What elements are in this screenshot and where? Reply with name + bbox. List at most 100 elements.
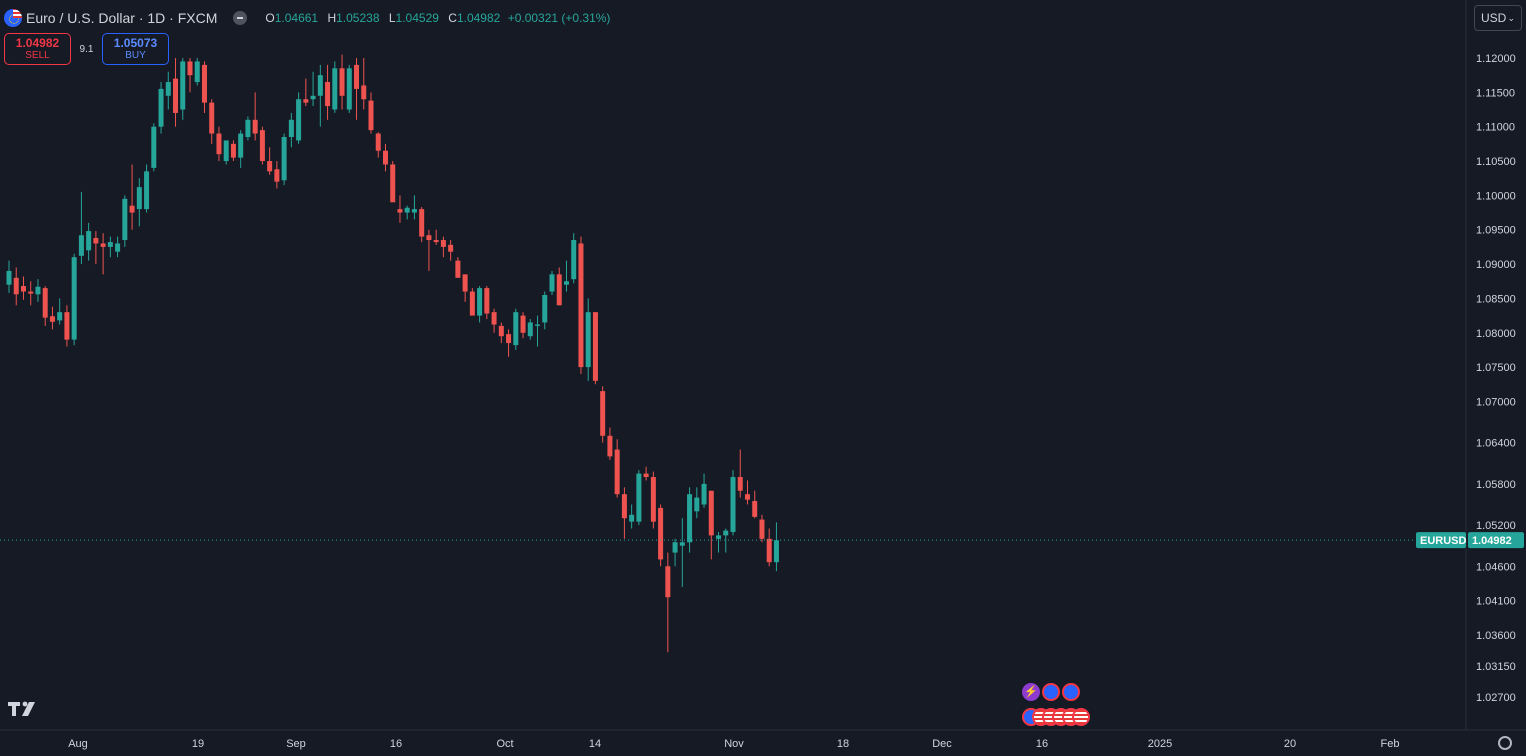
candle — [773, 522, 779, 572]
candle — [122, 195, 128, 247]
candle-body — [527, 322, 533, 337]
candle-body — [6, 270, 12, 285]
candle-body — [368, 100, 374, 131]
price-tag-value: 1.04982 — [1472, 535, 1512, 547]
candle-body — [28, 291, 34, 294]
candle-body — [658, 507, 664, 560]
candle — [100, 233, 106, 275]
price-tick-label: 1.07000 — [1476, 396, 1516, 408]
price-tag-symbol: EURUSD — [1420, 535, 1467, 547]
eu-event-icon[interactable] — [1042, 683, 1060, 701]
candle — [288, 112, 294, 148]
candle-body — [708, 490, 714, 536]
candle — [49, 306, 55, 330]
candle — [382, 143, 388, 172]
candle — [752, 490, 758, 519]
candle-body — [549, 274, 555, 292]
candle — [636, 470, 642, 526]
candle-body — [506, 334, 512, 344]
candle — [252, 92, 258, 141]
close-label: C — [448, 11, 457, 25]
candle-body — [766, 538, 772, 563]
candle — [694, 487, 700, 519]
candle-body — [187, 61, 193, 76]
candle — [339, 54, 345, 110]
price-tick-label: 1.03600 — [1476, 630, 1516, 642]
candle — [498, 322, 504, 344]
candle-body — [701, 483, 707, 505]
candle — [535, 315, 541, 347]
time-tick-label: 2025 — [1148, 738, 1172, 750]
candle-body — [20, 286, 26, 292]
candle-body — [730, 477, 736, 532]
ohlc-values: O1.04661 H1.05238 L1.04529 C1.04982 +0.0… — [265, 11, 610, 25]
candle-body — [607, 435, 613, 457]
low-label: L — [388, 11, 396, 25]
candle — [42, 286, 48, 326]
candle — [194, 58, 200, 86]
candle-body — [245, 119, 251, 137]
candle — [93, 231, 99, 265]
candle-body — [469, 291, 475, 316]
candle-body — [151, 126, 157, 168]
price-tick-label: 1.09000 — [1476, 259, 1516, 271]
low-value: 1.04529 — [395, 11, 439, 25]
price-tick-label: 1.12000 — [1476, 53, 1516, 65]
candle-body — [411, 209, 417, 213]
buy-price: 1.05073 — [113, 36, 158, 50]
candle-body — [180, 61, 186, 110]
candle — [296, 92, 302, 144]
candle-body — [238, 133, 244, 158]
candle — [520, 312, 526, 339]
candle — [201, 61, 207, 113]
candle — [404, 205, 410, 220]
tradingview-logo-icon[interactable] — [8, 700, 40, 718]
eu-event-icon[interactable] — [1062, 683, 1080, 701]
time-tick-label: 16 — [390, 738, 402, 750]
candle — [115, 236, 121, 258]
candle — [477, 286, 483, 323]
price-tick-label: 1.08500 — [1476, 293, 1516, 305]
candle-body — [621, 494, 627, 519]
candle-body — [230, 143, 236, 158]
candle-body — [354, 64, 360, 89]
candle-body — [643, 473, 649, 478]
bolt-event-icon[interactable]: ⚡ — [1022, 683, 1040, 701]
close-value: 1.04982 — [456, 11, 501, 25]
settings-gear-icon[interactable] — [1498, 736, 1512, 750]
currency-selector[interactable]: USD ⌄ — [1474, 5, 1522, 31]
time-tick-label: 20 — [1284, 738, 1296, 750]
symbol-title[interactable]: Euro / U.S. Dollar · 1D · FXCM — [26, 10, 218, 26]
time-tick-label: 14 — [589, 738, 601, 750]
candle-body — [332, 68, 338, 110]
candle-body — [636, 473, 642, 522]
candle-body — [274, 169, 280, 182]
candle-body — [440, 240, 446, 247]
candle — [513, 308, 519, 350]
candle — [6, 260, 12, 293]
candle — [325, 64, 331, 120]
hide-legend-icon[interactable] — [233, 11, 248, 25]
candle — [556, 267, 562, 306]
candle — [274, 161, 280, 189]
candle-body — [107, 242, 113, 247]
buy-button[interactable]: 1.05073 BUY — [102, 33, 169, 65]
candle-body — [216, 133, 222, 155]
candle — [57, 298, 63, 325]
candle-body — [267, 161, 273, 172]
candle — [723, 528, 729, 553]
candle — [506, 329, 512, 357]
candle-body — [57, 312, 63, 321]
candle-body — [122, 198, 128, 241]
candle — [180, 58, 186, 120]
sell-button[interactable]: 1.04982 SELL — [4, 33, 71, 65]
time-tick-label: 19 — [192, 738, 204, 750]
candle — [245, 116, 251, 141]
candle — [629, 504, 635, 529]
candle — [448, 240, 454, 261]
candle-body — [542, 294, 548, 323]
us-event-icon[interactable] — [1072, 708, 1090, 726]
time-tick-label: Aug — [68, 738, 88, 750]
candle — [78, 191, 84, 265]
